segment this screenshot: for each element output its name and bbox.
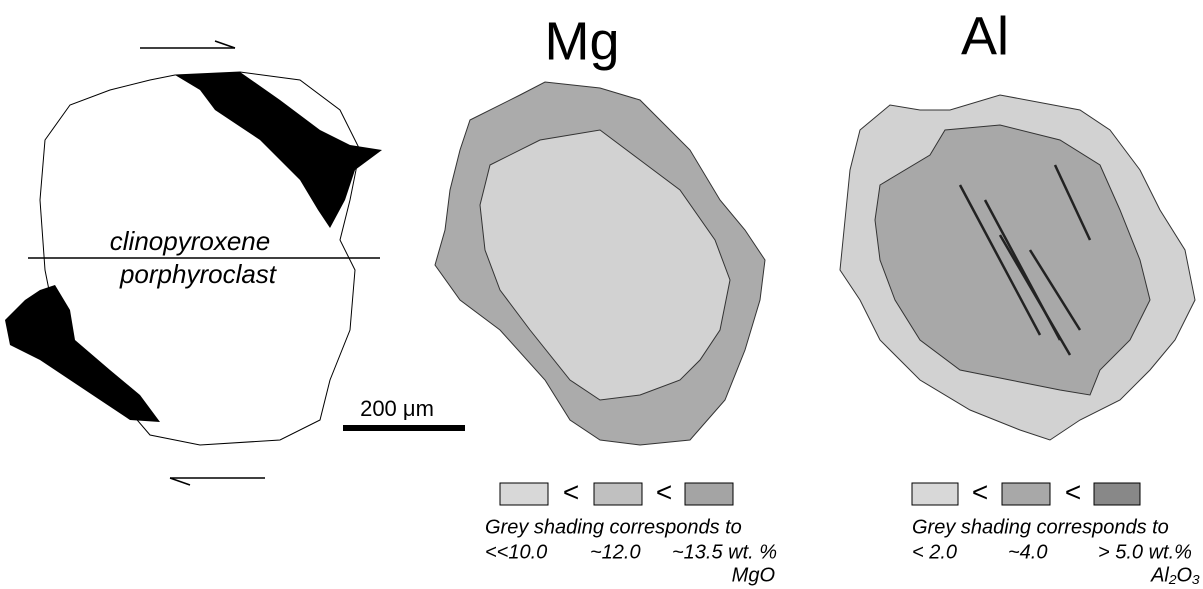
separator: <: [1065, 476, 1081, 507]
separator: <: [972, 476, 988, 507]
page: clinopyroxene porphyroclast 200 μm Mg < …: [0, 0, 1203, 589]
separator: <: [563, 476, 579, 507]
panel-title: Mg: [544, 11, 619, 71]
level: < 2.0: [912, 541, 957, 563]
separator: <: [656, 476, 672, 507]
level: ~12.0: [590, 541, 641, 563]
label: porphyroclast: [119, 259, 278, 289]
porphyroclast-sketch: clinopyroxene porphyroclast 200 μm: [5, 41, 465, 485]
mg-map: Mg < < Grey shading corresponds to <<10.…: [435, 11, 777, 586]
level: ~4.0: [1008, 541, 1047, 563]
scale-bar-label: 200 μm: [360, 396, 434, 421]
caption: Grey shading corresponds to: [912, 516, 1169, 538]
al-map: Al < < Grey shading corresponds to < 2.0…: [840, 6, 1200, 586]
oxide: MgO: [732, 564, 775, 586]
level: > 5.0 wt.%: [1098, 541, 1192, 563]
level: ~13.5 wt. %: [672, 541, 777, 563]
oxide: Al₂O₃: [1150, 564, 1200, 586]
caption: Grey shading corresponds to: [485, 516, 742, 538]
level: <<10.0: [485, 541, 547, 563]
panel-title: Al: [961, 6, 1009, 66]
figure: clinopyroxene porphyroclast 200 μm Mg < …: [0, 0, 1203, 589]
label: clinopyroxene: [110, 226, 270, 256]
scale-bar: [343, 425, 465, 431]
